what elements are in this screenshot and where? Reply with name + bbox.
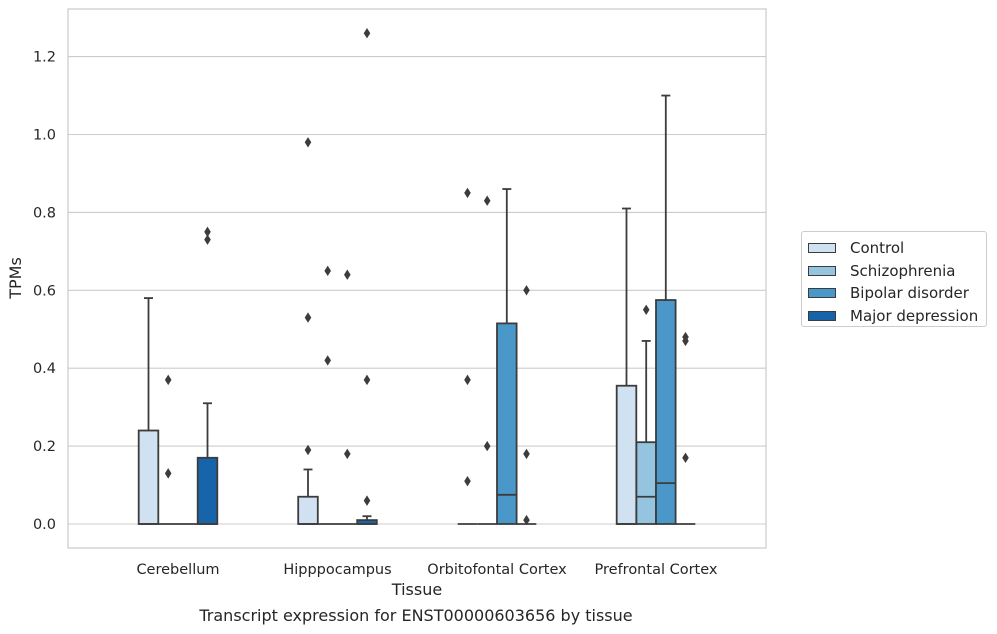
y-tick-label: 0.4 (33, 361, 56, 377)
box-rect (615, 384, 638, 525)
y-tick-label: 0.0 (33, 517, 56, 533)
legend-label-control: Control (850, 239, 905, 258)
legend: Control Schizophrenia Bipolar disorder M… (801, 231, 987, 327)
outlier-point (464, 475, 471, 487)
box-rect (297, 495, 319, 525)
box-major-depression (356, 28, 378, 525)
outlier-point (304, 312, 312, 323)
outlier-point (642, 304, 650, 315)
legend-label-bipolar-disorder: Bipolar disorder (850, 284, 969, 303)
outlier-point (682, 452, 689, 463)
box-control (615, 207, 638, 525)
outlier-point (304, 137, 312, 148)
legend-item-bipolar-disorder: Bipolar disorder (808, 282, 986, 305)
outlier-point (344, 269, 351, 280)
box-rect (137, 429, 160, 525)
y-tick-label: 1.2 (33, 50, 56, 66)
legend-swatch-major-depression (808, 310, 836, 321)
outlier-point (324, 355, 331, 366)
outlier-point (523, 285, 530, 296)
y-tick-label: 0.6 (33, 283, 56, 299)
box-major-depression (196, 226, 219, 525)
outlier-point (164, 374, 172, 386)
x-tick-label: Prefrontal Cortex (595, 562, 718, 578)
outlier-point (523, 448, 530, 460)
legend-item-control: Control (808, 237, 986, 260)
box-bipolar-disorder (655, 94, 677, 525)
legend-swatch-schizophrenia (808, 265, 836, 276)
x-tick-label: Hipppocampus (283, 562, 391, 578)
outlier-point (363, 374, 371, 386)
box-major-depression (675, 331, 696, 525)
outlier-point (204, 226, 211, 238)
legend-item-schizophrenia: Schizophrenia (808, 260, 986, 283)
outlier-point (464, 187, 471, 199)
y-tick-label: 0.2 (33, 439, 56, 455)
y-tick-labels: 0.0 0.2 0.4 0.6 0.8 1.0 1.2 (33, 50, 56, 533)
outlier-point (304, 444, 312, 456)
outlier-point (363, 28, 371, 39)
box-schizophrenia (158, 374, 178, 525)
chart-caption: Transcript expression for ENST0000060365… (199, 606, 633, 625)
outlier-point (164, 468, 172, 479)
outlier-point (682, 335, 689, 347)
legend-label-major-depression: Major depression (850, 306, 979, 325)
box-bipolar-disorder (496, 188, 518, 525)
box-control (457, 187, 478, 525)
y-tick-label: 0.8 (33, 205, 56, 221)
outlier-point (483, 440, 491, 452)
legend-swatch-bipolar-disorder (808, 288, 836, 299)
x-tick-labels: Cerebellum Hipppocampus Orbitofontal Corte… (136, 562, 717, 578)
box-schizophrenia (317, 265, 338, 525)
outlier-point (324, 265, 331, 277)
box-control (297, 137, 319, 525)
box-rect (635, 441, 657, 525)
outlier-point (483, 195, 491, 206)
y-axis-label: TPMs (6, 257, 25, 300)
x-tick-label: Cerebellum (136, 562, 219, 578)
box-rect (196, 456, 219, 525)
grid-lines (68, 56, 766, 525)
legend-label-schizophrenia: Schizophrenia (850, 261, 956, 280)
legend-swatch-control (808, 243, 836, 254)
box-major-depression (516, 285, 537, 526)
outlier-point (344, 448, 351, 460)
box-rect (496, 322, 518, 525)
outlier-point (464, 374, 471, 386)
box-control (137, 297, 160, 525)
outlier-point (523, 514, 530, 526)
plot-area-frame (67, 8, 767, 549)
outlier-point (363, 495, 371, 506)
x-axis-label: Tissue (391, 580, 442, 599)
box-schizophrenia (635, 304, 657, 525)
outlier-point (204, 234, 211, 245)
legend-item-major-depression: Major depression (808, 305, 986, 328)
box-rect (655, 299, 677, 525)
y-tick-label: 1.0 (33, 128, 56, 144)
box-schizophrenia (477, 195, 497, 525)
plot-marks (137, 28, 696, 526)
x-tick-label: Orbitofontal Cortex (427, 562, 567, 578)
box-bipolar-disorder (337, 269, 358, 525)
